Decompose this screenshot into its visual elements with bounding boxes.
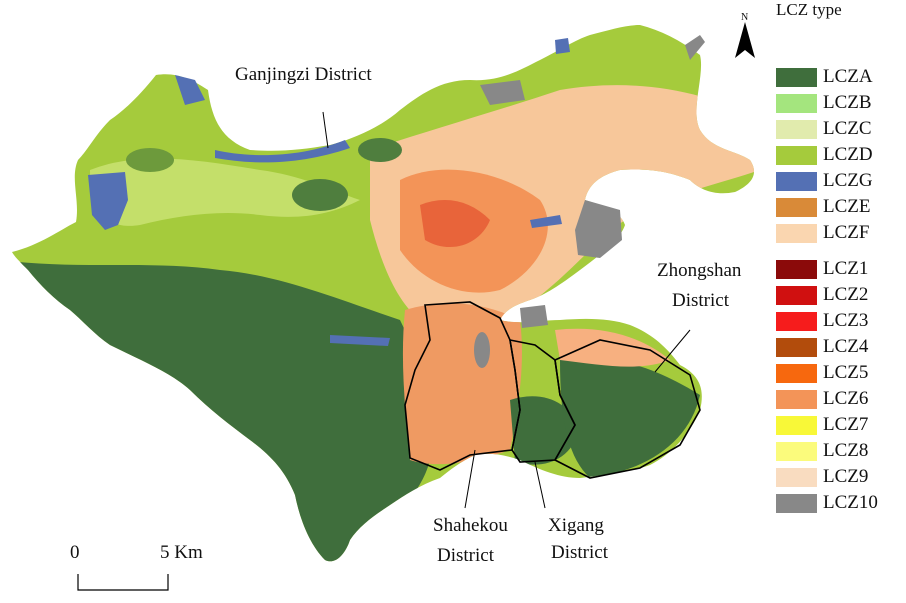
compact-red-patch (420, 200, 490, 248)
legend-swatch (776, 197, 817, 217)
legend-item-lcz2: LCZ2 (776, 284, 868, 306)
shahekou-label-line1: Shahekou (433, 515, 508, 536)
north-letter: N (741, 12, 749, 23)
forest-patch (358, 138, 402, 162)
zhongshan-label-line2: District (672, 290, 729, 311)
zhongshan-urban (555, 328, 670, 367)
legend-swatch (776, 311, 817, 331)
legend-label: LCZF (823, 222, 870, 243)
legend-item-lcz7: LCZ7 (776, 414, 868, 436)
legend-swatch (776, 493, 817, 513)
legend-item-lcz4: LCZ4 (776, 336, 868, 358)
xigang-label-line1: Xigang (548, 515, 604, 536)
legend-swatch (776, 223, 817, 243)
industrial-strip (685, 35, 705, 60)
legend-item-lcz1: LCZ1 (776, 258, 868, 280)
legend-label: LCZ9 (823, 466, 869, 487)
legend-swatch (776, 337, 817, 357)
zhongshan-leader (654, 329, 691, 373)
xigang-label-line2: District (551, 542, 608, 563)
legend-swatch (776, 415, 817, 435)
legend-item-lczg: LCZG (776, 170, 873, 192)
legend-label: LCZ8 (823, 440, 869, 461)
legend-swatch (776, 67, 817, 87)
legend-label: LCZ1 (823, 258, 869, 279)
legend-label: LCZB (823, 92, 872, 113)
legend-label: LCZ3 (823, 310, 869, 331)
legend-item-lczf: LCZF (776, 222, 869, 244)
legend-swatch (776, 441, 817, 461)
ganjingzi-leader (322, 111, 329, 149)
scale-end: 5 Km (160, 542, 203, 563)
legend-swatch (776, 467, 817, 487)
water-north (555, 38, 570, 54)
water-ganjingzi (215, 140, 350, 163)
legend-swatch (776, 259, 817, 279)
zhongshan-label-line1: Zhongshan (657, 260, 742, 281)
industrial-port (575, 200, 622, 258)
legend-item-lcz8: LCZ8 (776, 440, 868, 462)
shahekou-boundary (404, 301, 521, 471)
legend-item-lczd: LCZD (776, 144, 873, 166)
legend-item-lcz10: LCZ10 (776, 492, 878, 514)
scale-bar (77, 574, 169, 591)
water-south (330, 335, 390, 346)
legend-label: LCZD (823, 144, 873, 165)
forest-zone-southwest (12, 260, 430, 562)
legend-label: LCZA (823, 66, 873, 87)
legend-label: LCZC (823, 118, 872, 139)
legend-label: LCZ5 (823, 362, 869, 383)
legend-item-lcz3: LCZ3 (776, 310, 868, 332)
legend-swatch (776, 93, 817, 113)
legend-item-lcz5: LCZ5 (776, 362, 868, 384)
legend-item-lcza: LCZA (776, 66, 873, 88)
legend-item-lcz9: LCZ9 (776, 466, 868, 488)
legend-swatch (776, 119, 817, 139)
north-arrow-icon (735, 22, 755, 58)
water-west (88, 172, 128, 230)
water-northwest (175, 75, 205, 105)
forest-patch (292, 179, 348, 211)
legend-item-lczb: LCZB (776, 92, 872, 114)
legend-label: LCZ7 (823, 414, 869, 435)
industrial-harbor (520, 305, 548, 328)
legend-swatch (776, 389, 817, 409)
industrial-north (480, 80, 525, 105)
legend-title: LCZ type (776, 0, 842, 19)
forest-patch (126, 148, 174, 172)
legend-swatch (776, 145, 817, 165)
legend-label: LCZ6 (823, 388, 869, 409)
legend-label: LCZ2 (823, 284, 869, 305)
legend-label: LCZ4 (823, 336, 869, 357)
legend-label: LCZE (823, 196, 871, 217)
shahekou-leader (464, 449, 476, 509)
xigang-leader (534, 461, 546, 509)
legend-swatch (776, 285, 817, 305)
shahekou-label-line2: District (437, 545, 494, 566)
legend-label: LCZ10 (823, 492, 878, 513)
shahekou-urban (402, 303, 522, 465)
legend-item-lcze: LCZE (776, 196, 871, 218)
ganjingzi-label: Ganjingzi District (235, 64, 372, 85)
legend-label: LCZG (823, 170, 873, 191)
scale-start: 0 (70, 542, 80, 563)
legend-item-lcz6: LCZ6 (776, 388, 868, 410)
water-reservoir (530, 215, 562, 228)
mixed-vegetation-zone (90, 158, 360, 226)
legend-swatch (776, 171, 817, 191)
zhongshan-forest (560, 357, 700, 478)
legend-item-lczc: LCZC (776, 118, 872, 140)
legend-swatch (776, 363, 817, 383)
zhongshan-boundary (553, 339, 701, 479)
industrial-patch (474, 332, 490, 368)
